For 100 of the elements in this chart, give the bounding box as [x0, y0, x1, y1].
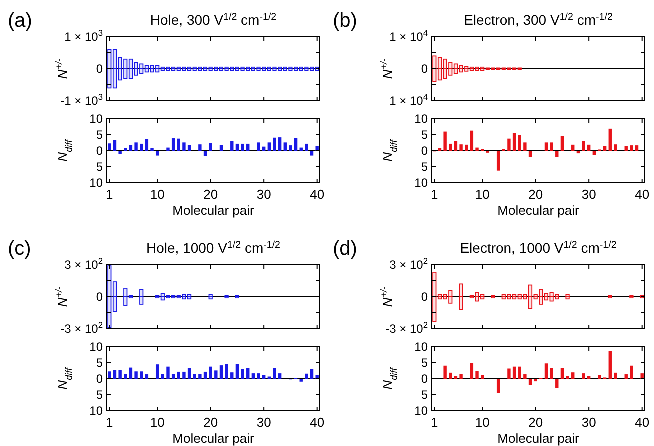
bar: [262, 146, 266, 151]
bar: [166, 148, 170, 151]
bar: [118, 57, 122, 70]
bar: [448, 296, 453, 304]
chart-title: Electron, 300 V$^{1/2}$ cm$^{-1/2}$: [464, 12, 613, 28]
bar: [252, 374, 256, 379]
bar: [112, 296, 118, 312]
bar: [209, 143, 212, 151]
bar: [310, 151, 314, 156]
text: (d): [333, 238, 358, 260]
y-tick-label: 5: [96, 160, 104, 174]
bar: [614, 144, 618, 151]
bar: [480, 375, 484, 379]
bar: [124, 148, 128, 151]
bar: [294, 138, 298, 151]
bar: [204, 372, 208, 379]
bar: [177, 372, 180, 379]
x-axis-title: Molecular pair: [498, 203, 580, 218]
bar: [432, 56, 437, 70]
bar: [188, 145, 192, 151]
bar: [460, 374, 463, 379]
x-tick-label: 20: [528, 187, 544, 202]
bar: [177, 138, 180, 151]
bar: [528, 151, 532, 158]
bar: [124, 68, 128, 80]
bar: [246, 144, 250, 151]
bar: [512, 366, 516, 379]
bar: [512, 296, 517, 300]
x-axis-title: Molecular pair: [172, 431, 255, 446]
bar: [556, 151, 559, 158]
bar: [534, 296, 538, 300]
bar: [454, 376, 458, 379]
bar: [518, 296, 522, 300]
bar: [134, 68, 138, 76]
bar: [449, 144, 452, 151]
bar: [470, 363, 474, 379]
bar: [523, 296, 528, 300]
text: (b): [333, 10, 358, 32]
bar: [241, 144, 244, 151]
bar: [124, 374, 128, 379]
bar: [209, 366, 212, 379]
bar: [220, 366, 224, 379]
y-tick-label: -3 × 10$^{2}$: [60, 320, 104, 336]
bar: [459, 296, 464, 310]
bar: [278, 138, 282, 151]
y-tick-label: 10: [414, 404, 428, 418]
y-tick-label: -3 × 10$^{2}$: [386, 320, 428, 336]
bar: [140, 289, 144, 298]
bar: [113, 370, 117, 379]
bar: [166, 366, 170, 379]
bar: [582, 141, 586, 151]
bar: [587, 144, 591, 151]
bar: [172, 138, 176, 151]
x-tick-label: 1: [106, 415, 114, 430]
bar: [310, 369, 314, 379]
y-tick-label: 0: [96, 372, 104, 386]
bar: [576, 151, 580, 154]
bar: [118, 370, 122, 379]
bar: [587, 376, 591, 379]
bar: [524, 142, 527, 151]
bar: [246, 368, 250, 379]
bar: [172, 374, 176, 379]
bar: [454, 68, 458, 74]
bar: [432, 272, 437, 298]
y-tick-label: 5: [96, 128, 104, 142]
bar: [555, 296, 560, 300]
bar: [566, 296, 570, 300]
bar: [236, 364, 240, 379]
bar: [129, 145, 133, 151]
bar: [262, 375, 266, 379]
x-tick-label: 40: [635, 415, 650, 430]
bar: [300, 379, 303, 382]
bar: [438, 68, 442, 81]
bar: [108, 296, 112, 328]
y-tick-label: 10: [90, 112, 104, 126]
bar: [560, 368, 564, 379]
bar: [108, 68, 112, 89]
bar: [512, 133, 516, 151]
bar: [220, 145, 224, 151]
bar: [528, 296, 533, 310]
bar: [161, 374, 165, 379]
y-tick-label: 0: [421, 144, 428, 158]
bar: [305, 374, 308, 379]
bar: [124, 296, 128, 306]
bar: [273, 368, 276, 379]
y-tick-label: -1 × 10$^{3}$: [60, 92, 104, 108]
y-tick-label: 10: [414, 176, 428, 190]
y-tick-label: 5: [421, 388, 428, 402]
bar: [289, 146, 292, 151]
bar: [518, 366, 522, 379]
y-tick-label: 5: [421, 128, 428, 142]
y-tick-label: 10: [90, 176, 104, 190]
bar: [182, 372, 186, 379]
y-tick-label: 5: [421, 356, 428, 370]
bar: [198, 144, 202, 151]
x-axis-title: Molecular pair: [172, 203, 255, 218]
y-tick-label: 10: [414, 340, 428, 354]
bar: [448, 68, 453, 76]
bar: [544, 296, 549, 301]
bar: [614, 372, 618, 379]
